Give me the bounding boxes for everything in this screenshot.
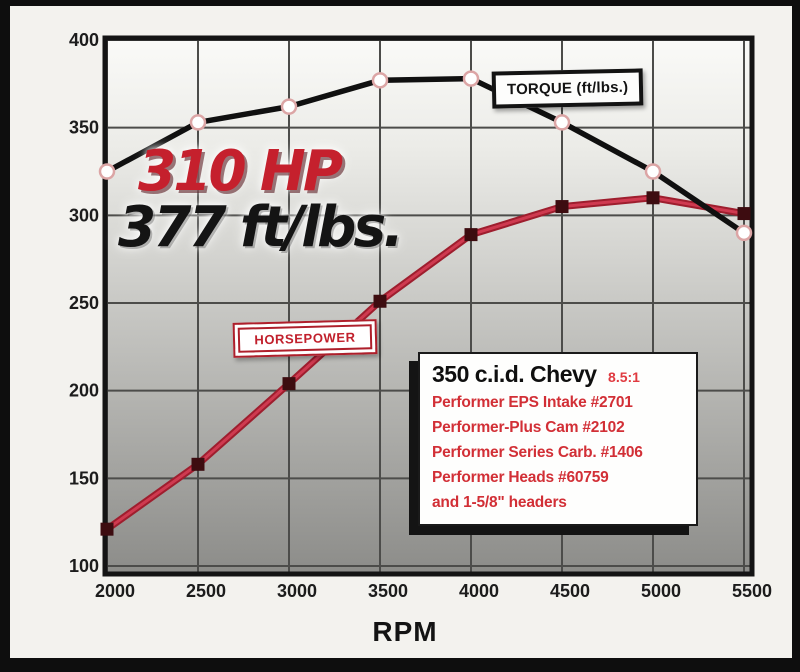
engine-spec-box: 350 c.i.d. Chevy 8.5:1 Performer EPS Int… — [418, 352, 698, 526]
horsepower-marker — [282, 377, 296, 391]
engine-title: 350 c.i.d. Chevy — [432, 361, 597, 387]
horsepower-marker — [646, 191, 660, 205]
spec-line-headers: and 1-5/8" headers — [432, 494, 567, 511]
compression-ratio: 8.5:1 — [608, 369, 640, 385]
y-tick-label: 250 — [69, 293, 99, 313]
spec-title-row: 350 c.i.d. Chevy 8.5:1 — [432, 361, 686, 388]
x-tick-label: 5000 — [641, 581, 681, 601]
horsepower-marker — [464, 228, 478, 242]
torque-marker — [280, 98, 298, 115]
plot-layer: 400 350 300 250 200 150 100 2000 2500 3000 3500 400… — [69, 30, 772, 601]
x-tick-label: 4500 — [550, 581, 590, 601]
torque-curve — [105, 75, 746, 236]
torque-marker — [644, 163, 662, 180]
torque-marker — [98, 163, 116, 180]
peak-hp-callout: 310 HP — [138, 139, 343, 204]
x-tick-label: 2500 — [186, 581, 226, 601]
horsepower-marker — [737, 207, 751, 221]
torque-marker — [462, 70, 480, 87]
y-tick-label: 300 — [69, 205, 99, 225]
x-tick-label: 4000 — [459, 581, 499, 601]
spec-line-heads: Performer Heads #60759 — [432, 469, 609, 486]
horsepower-marker — [555, 200, 569, 214]
x-tick-label: 3500 — [368, 581, 408, 601]
horsepower-series-label: HORSEPOWER — [232, 319, 378, 358]
torque-marker — [553, 114, 571, 131]
y-tick-label: 150 — [69, 468, 99, 488]
horsepower-marker — [100, 522, 114, 536]
torque-marker — [189, 114, 207, 131]
horsepower-curve-highlight — [106, 196, 745, 531]
spec-line-cam: Performer-Plus Cam #2102 — [432, 419, 625, 436]
x-tick-label: 2000 — [95, 581, 135, 601]
y-tick-label: 200 — [69, 381, 99, 401]
x-tick-label: 5500 — [732, 581, 772, 601]
y-tick-label: 100 — [69, 556, 99, 576]
torque-marker — [371, 72, 389, 89]
horsepower-marker — [373, 294, 387, 308]
y-tick-label: 400 — [69, 30, 99, 50]
plot-border — [102, 35, 755, 577]
horsepower-marker — [191, 457, 205, 471]
torque-marker — [735, 224, 753, 242]
x-axis-title: RPM — [372, 616, 438, 647]
spec-line-intake: Performer EPS Intake #2701 — [432, 394, 633, 411]
spec-line-carb: Performer Series Carb. #1406 — [432, 444, 643, 461]
x-tick-label: 3000 — [277, 581, 317, 601]
peak-torque-callout: 377 ft/lbs. — [118, 195, 404, 260]
torque-series-label: TORQUE (ft/lbs.) — [491, 68, 644, 109]
y-tick-label: 350 — [69, 118, 99, 138]
